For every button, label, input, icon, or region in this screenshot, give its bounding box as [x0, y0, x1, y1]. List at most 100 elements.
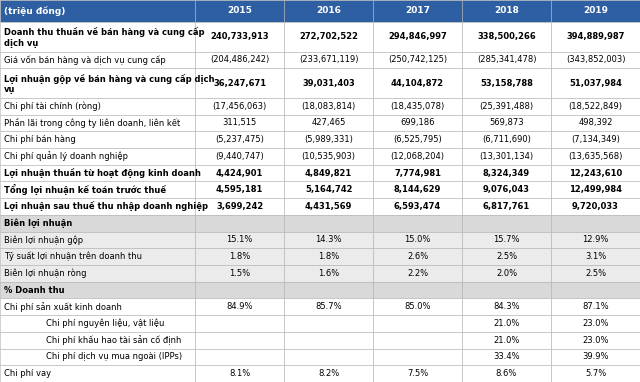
- Text: 12,243,610: 12,243,610: [569, 168, 622, 178]
- Bar: [373, 68, 462, 98]
- Bar: [551, 348, 640, 365]
- Text: 36,247,671: 36,247,671: [213, 79, 266, 87]
- Bar: [0, 148, 195, 165]
- Text: 2019: 2019: [583, 6, 608, 15]
- Bar: [373, 131, 462, 148]
- Bar: [0, 282, 195, 298]
- Text: 8,324,349: 8,324,349: [483, 168, 530, 178]
- Text: 4,849,821: 4,849,821: [305, 168, 352, 178]
- Bar: [551, 315, 640, 332]
- Text: Chi phí sản xuất kinh doanh: Chi phí sản xuất kinh doanh: [4, 302, 122, 312]
- Bar: [373, 282, 462, 298]
- Bar: [0, 115, 195, 131]
- Bar: [0, 68, 195, 98]
- Bar: [0, 315, 195, 332]
- Bar: [551, 298, 640, 315]
- Bar: [195, 215, 284, 231]
- Bar: [551, 0, 640, 22]
- Bar: [195, 148, 284, 165]
- Bar: [284, 98, 373, 115]
- Text: (18,522,849): (18,522,849): [568, 102, 623, 111]
- Text: Lợi nhuận sau thuế thu nhập doanh nghiệp: Lợi nhuận sau thuế thu nhập doanh nghiệp: [4, 201, 208, 212]
- Bar: [284, 365, 373, 382]
- Text: (13,635,568): (13,635,568): [568, 152, 623, 161]
- Bar: [373, 248, 462, 265]
- Bar: [195, 282, 284, 298]
- Text: (7,134,349): (7,134,349): [571, 135, 620, 144]
- Text: 3,699,242: 3,699,242: [216, 202, 263, 211]
- Text: 2017: 2017: [405, 6, 430, 15]
- Text: Chi phí khấu hao tài sản cố định: Chi phí khấu hao tài sản cố định: [46, 335, 181, 345]
- Text: 7.5%: 7.5%: [407, 369, 428, 378]
- Bar: [195, 315, 284, 332]
- Text: (25,391,488): (25,391,488): [479, 102, 534, 111]
- Bar: [462, 332, 551, 348]
- Bar: [551, 265, 640, 282]
- Text: 6,593,474: 6,593,474: [394, 202, 441, 211]
- Text: Chi phí quản lý doanh nghiệp: Chi phí quản lý doanh nghiệp: [4, 151, 128, 161]
- Text: 3.1%: 3.1%: [585, 252, 606, 261]
- Text: 8.2%: 8.2%: [318, 369, 339, 378]
- Bar: [284, 248, 373, 265]
- Text: 51,037,984: 51,037,984: [569, 79, 622, 87]
- Text: 272,702,522: 272,702,522: [299, 32, 358, 41]
- Bar: [551, 98, 640, 115]
- Bar: [373, 165, 462, 181]
- Bar: [462, 68, 551, 98]
- Text: 2018: 2018: [494, 6, 519, 15]
- Bar: [0, 0, 195, 22]
- Text: Tổng lợi nhuận kế toán trước thuế: Tổng lợi nhuận kế toán trước thuế: [4, 184, 166, 195]
- Bar: [373, 348, 462, 365]
- Text: 699,186: 699,186: [401, 118, 435, 128]
- Text: Doanh thu thuần về bán hàng và cung cấp: Doanh thu thuần về bán hàng và cung cấp: [4, 27, 205, 37]
- Text: 85.7%: 85.7%: [316, 302, 342, 311]
- Bar: [551, 131, 640, 148]
- Bar: [551, 365, 640, 382]
- Bar: [462, 248, 551, 265]
- Bar: [284, 115, 373, 131]
- Bar: [0, 265, 195, 282]
- Bar: [284, 52, 373, 68]
- Text: (6,525,795): (6,525,795): [393, 135, 442, 144]
- Bar: [284, 348, 373, 365]
- Text: 2.2%: 2.2%: [407, 269, 428, 278]
- Bar: [373, 365, 462, 382]
- Bar: [551, 148, 640, 165]
- Text: 2016: 2016: [316, 6, 341, 15]
- Bar: [195, 348, 284, 365]
- Bar: [284, 131, 373, 148]
- Text: 1.5%: 1.5%: [229, 269, 250, 278]
- Bar: [462, 0, 551, 22]
- Bar: [195, 332, 284, 348]
- Text: (9,440,747): (9,440,747): [215, 152, 264, 161]
- Text: 2015: 2015: [227, 6, 252, 15]
- Text: 87.1%: 87.1%: [582, 302, 609, 311]
- Bar: [195, 248, 284, 265]
- Text: 4,424,901: 4,424,901: [216, 168, 264, 178]
- Bar: [0, 332, 195, 348]
- Text: (triệu đồng): (triệu đồng): [4, 6, 65, 16]
- Bar: [0, 22, 195, 52]
- Bar: [551, 332, 640, 348]
- Bar: [462, 115, 551, 131]
- Bar: [373, 52, 462, 68]
- Text: 84.9%: 84.9%: [227, 302, 253, 311]
- Bar: [373, 148, 462, 165]
- Text: 7,774,981: 7,774,981: [394, 168, 441, 178]
- Text: 8.6%: 8.6%: [496, 369, 517, 378]
- Bar: [284, 181, 373, 198]
- Bar: [373, 332, 462, 348]
- Bar: [462, 282, 551, 298]
- Text: 2.6%: 2.6%: [407, 252, 428, 261]
- Text: 4,595,181: 4,595,181: [216, 185, 264, 194]
- Bar: [462, 298, 551, 315]
- Text: 311,515: 311,515: [223, 118, 257, 128]
- Bar: [195, 115, 284, 131]
- Text: Chi phí dịch vụ mua ngoài (IPPs): Chi phí dịch vụ mua ngoài (IPPs): [46, 353, 182, 361]
- Text: 1.6%: 1.6%: [318, 269, 339, 278]
- Bar: [0, 215, 195, 231]
- Bar: [373, 22, 462, 52]
- Bar: [195, 22, 284, 52]
- Text: (285,341,478): (285,341,478): [477, 55, 536, 65]
- Text: 6,817,761: 6,817,761: [483, 202, 530, 211]
